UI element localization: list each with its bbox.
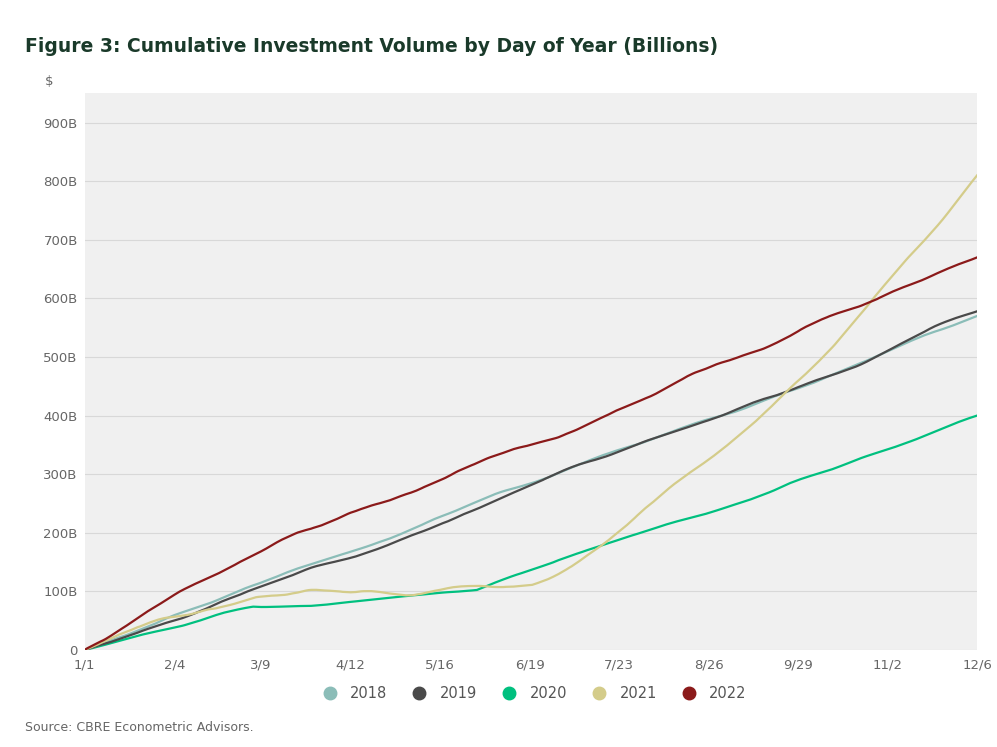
- Legend: 2018, 2019, 2020, 2021, 2022: 2018, 2019, 2020, 2021, 2022: [309, 680, 753, 707]
- Text: Figure 3: Cumulative Investment Volume by Day of Year (Billions): Figure 3: Cumulative Investment Volume b…: [25, 37, 718, 56]
- Text: Source: CBRE Econometric Advisors.: Source: CBRE Econometric Advisors.: [25, 721, 253, 734]
- Text: $: $: [45, 75, 53, 88]
